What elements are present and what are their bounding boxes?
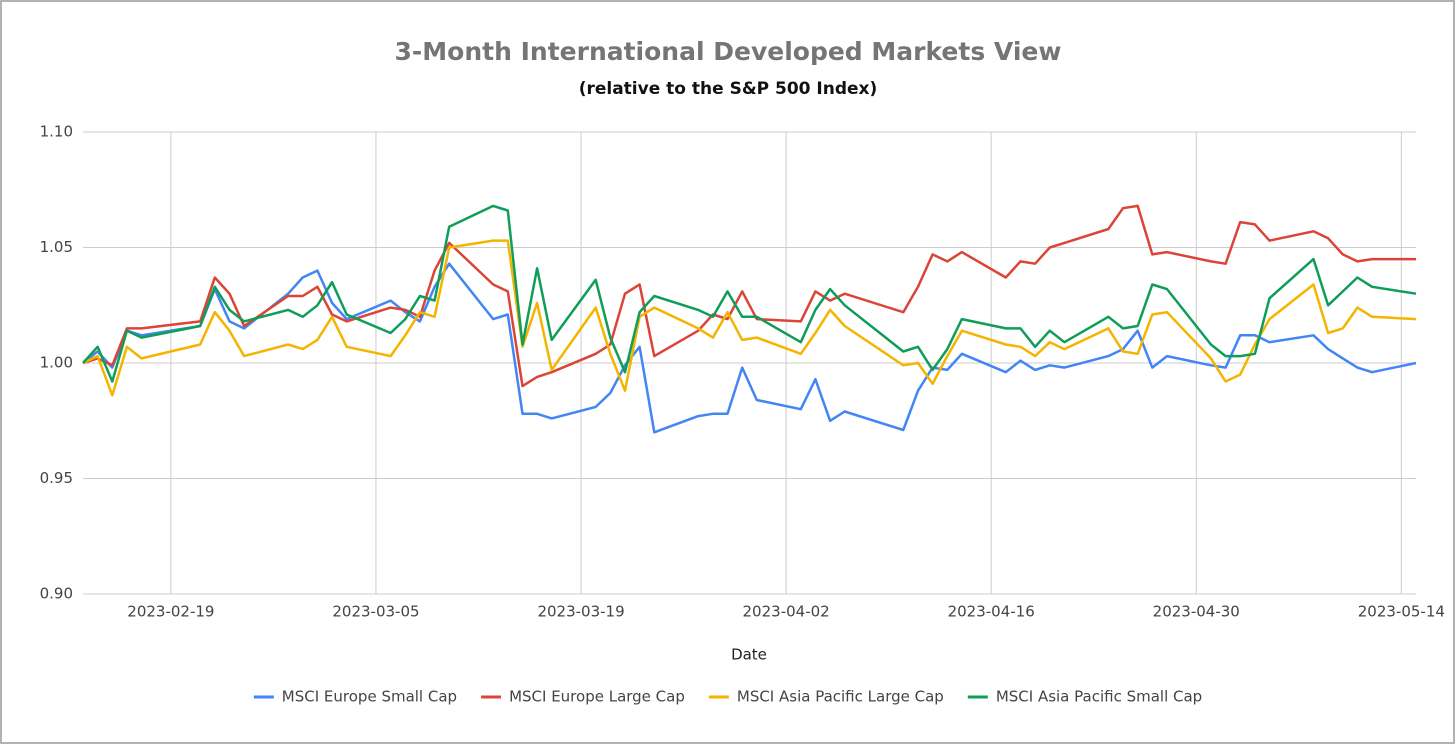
chart-title: 3-Month International Developed Markets … [395, 37, 1062, 66]
y-tick-label: 0.95 [40, 469, 73, 487]
x-tick-label: 2023-04-02 [743, 603, 830, 621]
legend-label: MSCI Europe Small Cap [282, 688, 457, 706]
x-tick-label: 2023-05-14 [1358, 603, 1445, 621]
plot-lines [82, 204, 1417, 434]
x-tick-label: 2023-04-30 [1153, 603, 1240, 621]
x-tick-label: 2023-03-05 [332, 603, 419, 621]
x-tick-label: 2023-03-19 [537, 603, 624, 621]
legend: MSCI Europe Small Cap MSCI Europe Large C… [253, 688, 1202, 706]
legend-label: MSCI Asia Pacific Large Cap [737, 688, 944, 706]
series-line [82, 204, 1417, 383]
x-tick-label: 2023-04-16 [948, 603, 1035, 621]
y-tick-label: 1.05 [40, 238, 73, 256]
grid: 0.90 0.95 1.00 1.05 1.10 2023-02-19 2023-03-05… [40, 123, 1445, 621]
x-axis-title: Date [731, 646, 767, 664]
y-tick-label: 0.90 [40, 585, 73, 603]
legend-label: MSCI Europe Large Cap [509, 688, 685, 706]
y-tick-label: 1.10 [40, 123, 73, 141]
legend-label: MSCI Asia Pacific Small Cap [996, 688, 1202, 706]
y-tick-label: 1.00 [40, 354, 73, 372]
chart-subtitle: (relative to the S&P 500 Index) [579, 79, 878, 99]
series-line [82, 239, 1417, 397]
series-line [82, 262, 1417, 434]
x-tick-label: 2023-02-19 [127, 603, 214, 621]
